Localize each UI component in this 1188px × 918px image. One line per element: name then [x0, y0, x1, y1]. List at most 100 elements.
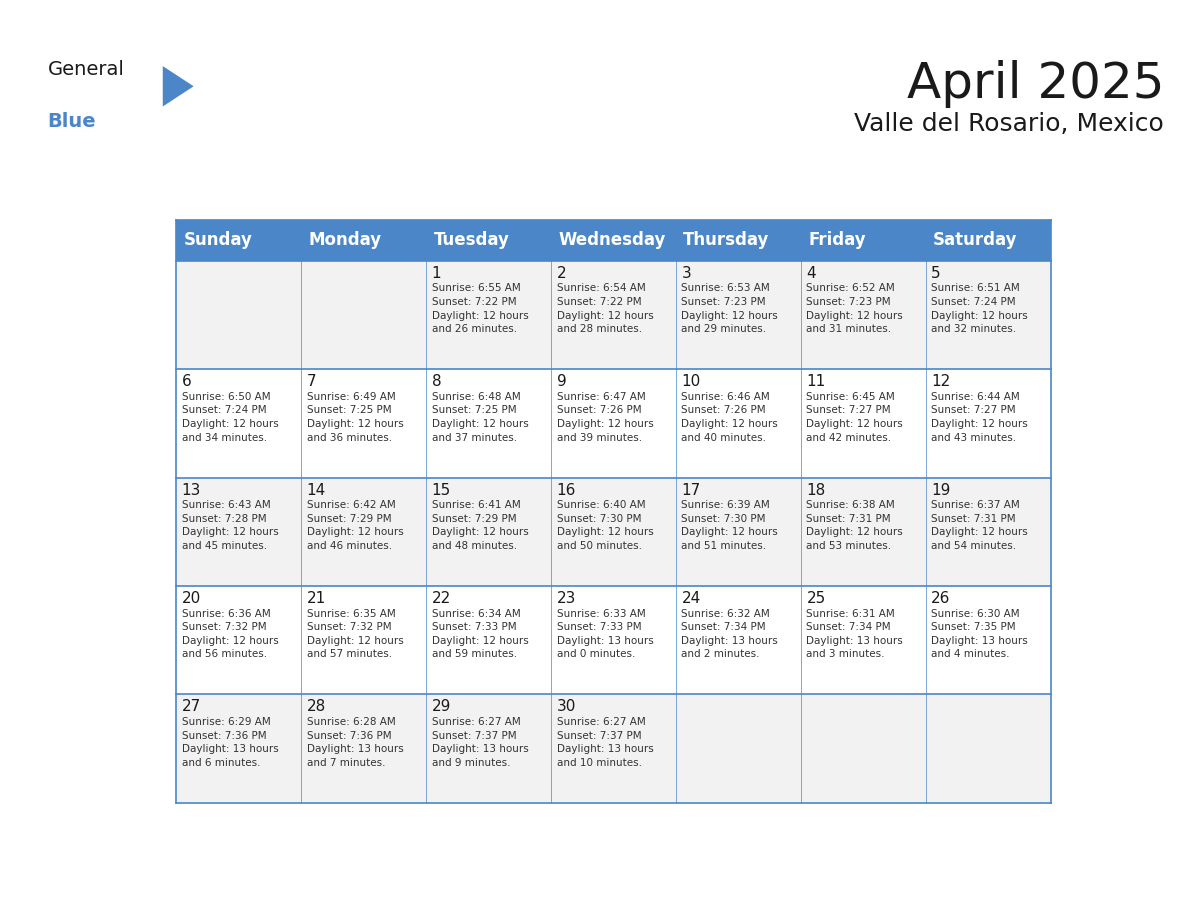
Text: 7: 7: [307, 375, 316, 389]
Text: Saturday: Saturday: [934, 231, 1018, 249]
Text: 28: 28: [307, 700, 326, 714]
Text: 8: 8: [431, 375, 441, 389]
Text: 29: 29: [431, 700, 451, 714]
Text: 23: 23: [556, 591, 576, 606]
Bar: [925, 694, 1051, 803]
Bar: [301, 586, 426, 694]
Bar: [551, 369, 676, 477]
Bar: [801, 586, 925, 694]
Text: Tuesday: Tuesday: [434, 231, 510, 249]
Text: Sunrise: 6:53 AM
Sunset: 7:23 PM
Daylight: 12 hours
and 29 minutes.: Sunrise: 6:53 AM Sunset: 7:23 PM Dayligh…: [682, 284, 778, 334]
Bar: [301, 261, 426, 369]
Text: 6: 6: [182, 375, 191, 389]
Text: Sunrise: 6:41 AM
Sunset: 7:29 PM
Daylight: 12 hours
and 48 minutes.: Sunrise: 6:41 AM Sunset: 7:29 PM Dayligh…: [431, 500, 529, 551]
Text: Sunrise: 6:49 AM
Sunset: 7:25 PM
Daylight: 12 hours
and 36 minutes.: Sunrise: 6:49 AM Sunset: 7:25 PM Dayligh…: [307, 392, 404, 442]
Bar: [301, 219, 426, 261]
Text: 30: 30: [556, 700, 576, 714]
Text: 25: 25: [807, 591, 826, 606]
Text: 5: 5: [931, 265, 941, 281]
Text: Sunrise: 6:47 AM
Sunset: 7:26 PM
Daylight: 12 hours
and 39 minutes.: Sunrise: 6:47 AM Sunset: 7:26 PM Dayligh…: [556, 392, 653, 442]
Text: Blue: Blue: [48, 112, 96, 131]
Text: Sunrise: 6:52 AM
Sunset: 7:23 PM
Daylight: 12 hours
and 31 minutes.: Sunrise: 6:52 AM Sunset: 7:23 PM Dayligh…: [807, 284, 903, 334]
Bar: [176, 369, 301, 477]
Text: Sunrise: 6:39 AM
Sunset: 7:30 PM
Daylight: 12 hours
and 51 minutes.: Sunrise: 6:39 AM Sunset: 7:30 PM Dayligh…: [682, 500, 778, 551]
Text: 10: 10: [682, 375, 701, 389]
Bar: [801, 261, 925, 369]
Text: Sunrise: 6:32 AM
Sunset: 7:34 PM
Daylight: 13 hours
and 2 minutes.: Sunrise: 6:32 AM Sunset: 7:34 PM Dayligh…: [682, 609, 778, 659]
Bar: [801, 694, 925, 803]
Bar: [925, 369, 1051, 477]
Bar: [551, 586, 676, 694]
Text: Sunrise: 6:31 AM
Sunset: 7:34 PM
Daylight: 13 hours
and 3 minutes.: Sunrise: 6:31 AM Sunset: 7:34 PM Dayligh…: [807, 609, 903, 659]
Bar: [676, 369, 801, 477]
Bar: [176, 477, 301, 586]
Bar: [676, 694, 801, 803]
Bar: [176, 694, 301, 803]
Text: Sunrise: 6:27 AM
Sunset: 7:37 PM
Daylight: 13 hours
and 10 minutes.: Sunrise: 6:27 AM Sunset: 7:37 PM Dayligh…: [556, 717, 653, 767]
Bar: [551, 219, 676, 261]
Text: 3: 3: [682, 265, 691, 281]
Bar: [801, 477, 925, 586]
Text: 2: 2: [556, 265, 567, 281]
Bar: [426, 261, 551, 369]
Bar: [301, 477, 426, 586]
Text: 1: 1: [431, 265, 441, 281]
Text: Sunrise: 6:27 AM
Sunset: 7:37 PM
Daylight: 13 hours
and 9 minutes.: Sunrise: 6:27 AM Sunset: 7:37 PM Dayligh…: [431, 717, 529, 767]
Text: Sunrise: 6:28 AM
Sunset: 7:36 PM
Daylight: 13 hours
and 7 minutes.: Sunrise: 6:28 AM Sunset: 7:36 PM Dayligh…: [307, 717, 404, 767]
Bar: [925, 477, 1051, 586]
Bar: [676, 586, 801, 694]
Text: Sunrise: 6:36 AM
Sunset: 7:32 PM
Daylight: 12 hours
and 56 minutes.: Sunrise: 6:36 AM Sunset: 7:32 PM Dayligh…: [182, 609, 278, 659]
Text: 24: 24: [682, 591, 701, 606]
Text: Thursday: Thursday: [683, 231, 770, 249]
Text: Sunrise: 6:46 AM
Sunset: 7:26 PM
Daylight: 12 hours
and 40 minutes.: Sunrise: 6:46 AM Sunset: 7:26 PM Dayligh…: [682, 392, 778, 442]
Bar: [925, 261, 1051, 369]
Text: 14: 14: [307, 483, 326, 498]
Bar: [426, 694, 551, 803]
Bar: [426, 219, 551, 261]
Text: Sunrise: 6:37 AM
Sunset: 7:31 PM
Daylight: 12 hours
and 54 minutes.: Sunrise: 6:37 AM Sunset: 7:31 PM Dayligh…: [931, 500, 1028, 551]
Bar: [925, 586, 1051, 694]
Text: Valle del Rosario, Mexico: Valle del Rosario, Mexico: [854, 112, 1164, 136]
Bar: [176, 219, 301, 261]
Bar: [426, 477, 551, 586]
Bar: [676, 477, 801, 586]
Bar: [426, 369, 551, 477]
Text: 11: 11: [807, 375, 826, 389]
Bar: [551, 261, 676, 369]
Text: Sunday: Sunday: [183, 231, 252, 249]
Text: Wednesday: Wednesday: [558, 231, 665, 249]
Bar: [551, 477, 676, 586]
Text: 27: 27: [182, 700, 201, 714]
Bar: [176, 586, 301, 694]
Bar: [551, 694, 676, 803]
Text: 15: 15: [431, 483, 450, 498]
Bar: [676, 219, 801, 261]
Text: Sunrise: 6:29 AM
Sunset: 7:36 PM
Daylight: 13 hours
and 6 minutes.: Sunrise: 6:29 AM Sunset: 7:36 PM Dayligh…: [182, 717, 278, 767]
Text: 18: 18: [807, 483, 826, 498]
Text: Sunrise: 6:44 AM
Sunset: 7:27 PM
Daylight: 12 hours
and 43 minutes.: Sunrise: 6:44 AM Sunset: 7:27 PM Dayligh…: [931, 392, 1028, 442]
Text: Friday: Friday: [808, 231, 866, 249]
Text: 19: 19: [931, 483, 950, 498]
Text: Sunrise: 6:42 AM
Sunset: 7:29 PM
Daylight: 12 hours
and 46 minutes.: Sunrise: 6:42 AM Sunset: 7:29 PM Dayligh…: [307, 500, 404, 551]
Text: Sunrise: 6:43 AM
Sunset: 7:28 PM
Daylight: 12 hours
and 45 minutes.: Sunrise: 6:43 AM Sunset: 7:28 PM Dayligh…: [182, 500, 278, 551]
Bar: [426, 586, 551, 694]
Bar: [801, 369, 925, 477]
Text: Sunrise: 6:48 AM
Sunset: 7:25 PM
Daylight: 12 hours
and 37 minutes.: Sunrise: 6:48 AM Sunset: 7:25 PM Dayligh…: [431, 392, 529, 442]
Text: 12: 12: [931, 375, 950, 389]
Text: Sunrise: 6:35 AM
Sunset: 7:32 PM
Daylight: 12 hours
and 57 minutes.: Sunrise: 6:35 AM Sunset: 7:32 PM Dayligh…: [307, 609, 404, 659]
Text: Sunrise: 6:38 AM
Sunset: 7:31 PM
Daylight: 12 hours
and 53 minutes.: Sunrise: 6:38 AM Sunset: 7:31 PM Dayligh…: [807, 500, 903, 551]
Text: 17: 17: [682, 483, 701, 498]
Text: Sunrise: 6:51 AM
Sunset: 7:24 PM
Daylight: 12 hours
and 32 minutes.: Sunrise: 6:51 AM Sunset: 7:24 PM Dayligh…: [931, 284, 1028, 334]
Text: 4: 4: [807, 265, 816, 281]
Text: Sunrise: 6:34 AM
Sunset: 7:33 PM
Daylight: 12 hours
and 59 minutes.: Sunrise: 6:34 AM Sunset: 7:33 PM Dayligh…: [431, 609, 529, 659]
Text: Sunrise: 6:40 AM
Sunset: 7:30 PM
Daylight: 12 hours
and 50 minutes.: Sunrise: 6:40 AM Sunset: 7:30 PM Dayligh…: [556, 500, 653, 551]
Text: 22: 22: [431, 591, 450, 606]
Text: Sunrise: 6:33 AM
Sunset: 7:33 PM
Daylight: 13 hours
and 0 minutes.: Sunrise: 6:33 AM Sunset: 7:33 PM Dayligh…: [556, 609, 653, 659]
Text: 21: 21: [307, 591, 326, 606]
Text: April 2025: April 2025: [906, 60, 1164, 107]
Bar: [676, 261, 801, 369]
Text: 26: 26: [931, 591, 950, 606]
Text: Sunrise: 6:50 AM
Sunset: 7:24 PM
Daylight: 12 hours
and 34 minutes.: Sunrise: 6:50 AM Sunset: 7:24 PM Dayligh…: [182, 392, 278, 442]
Text: Monday: Monday: [309, 231, 381, 249]
Text: Sunrise: 6:54 AM
Sunset: 7:22 PM
Daylight: 12 hours
and 28 minutes.: Sunrise: 6:54 AM Sunset: 7:22 PM Dayligh…: [556, 284, 653, 334]
